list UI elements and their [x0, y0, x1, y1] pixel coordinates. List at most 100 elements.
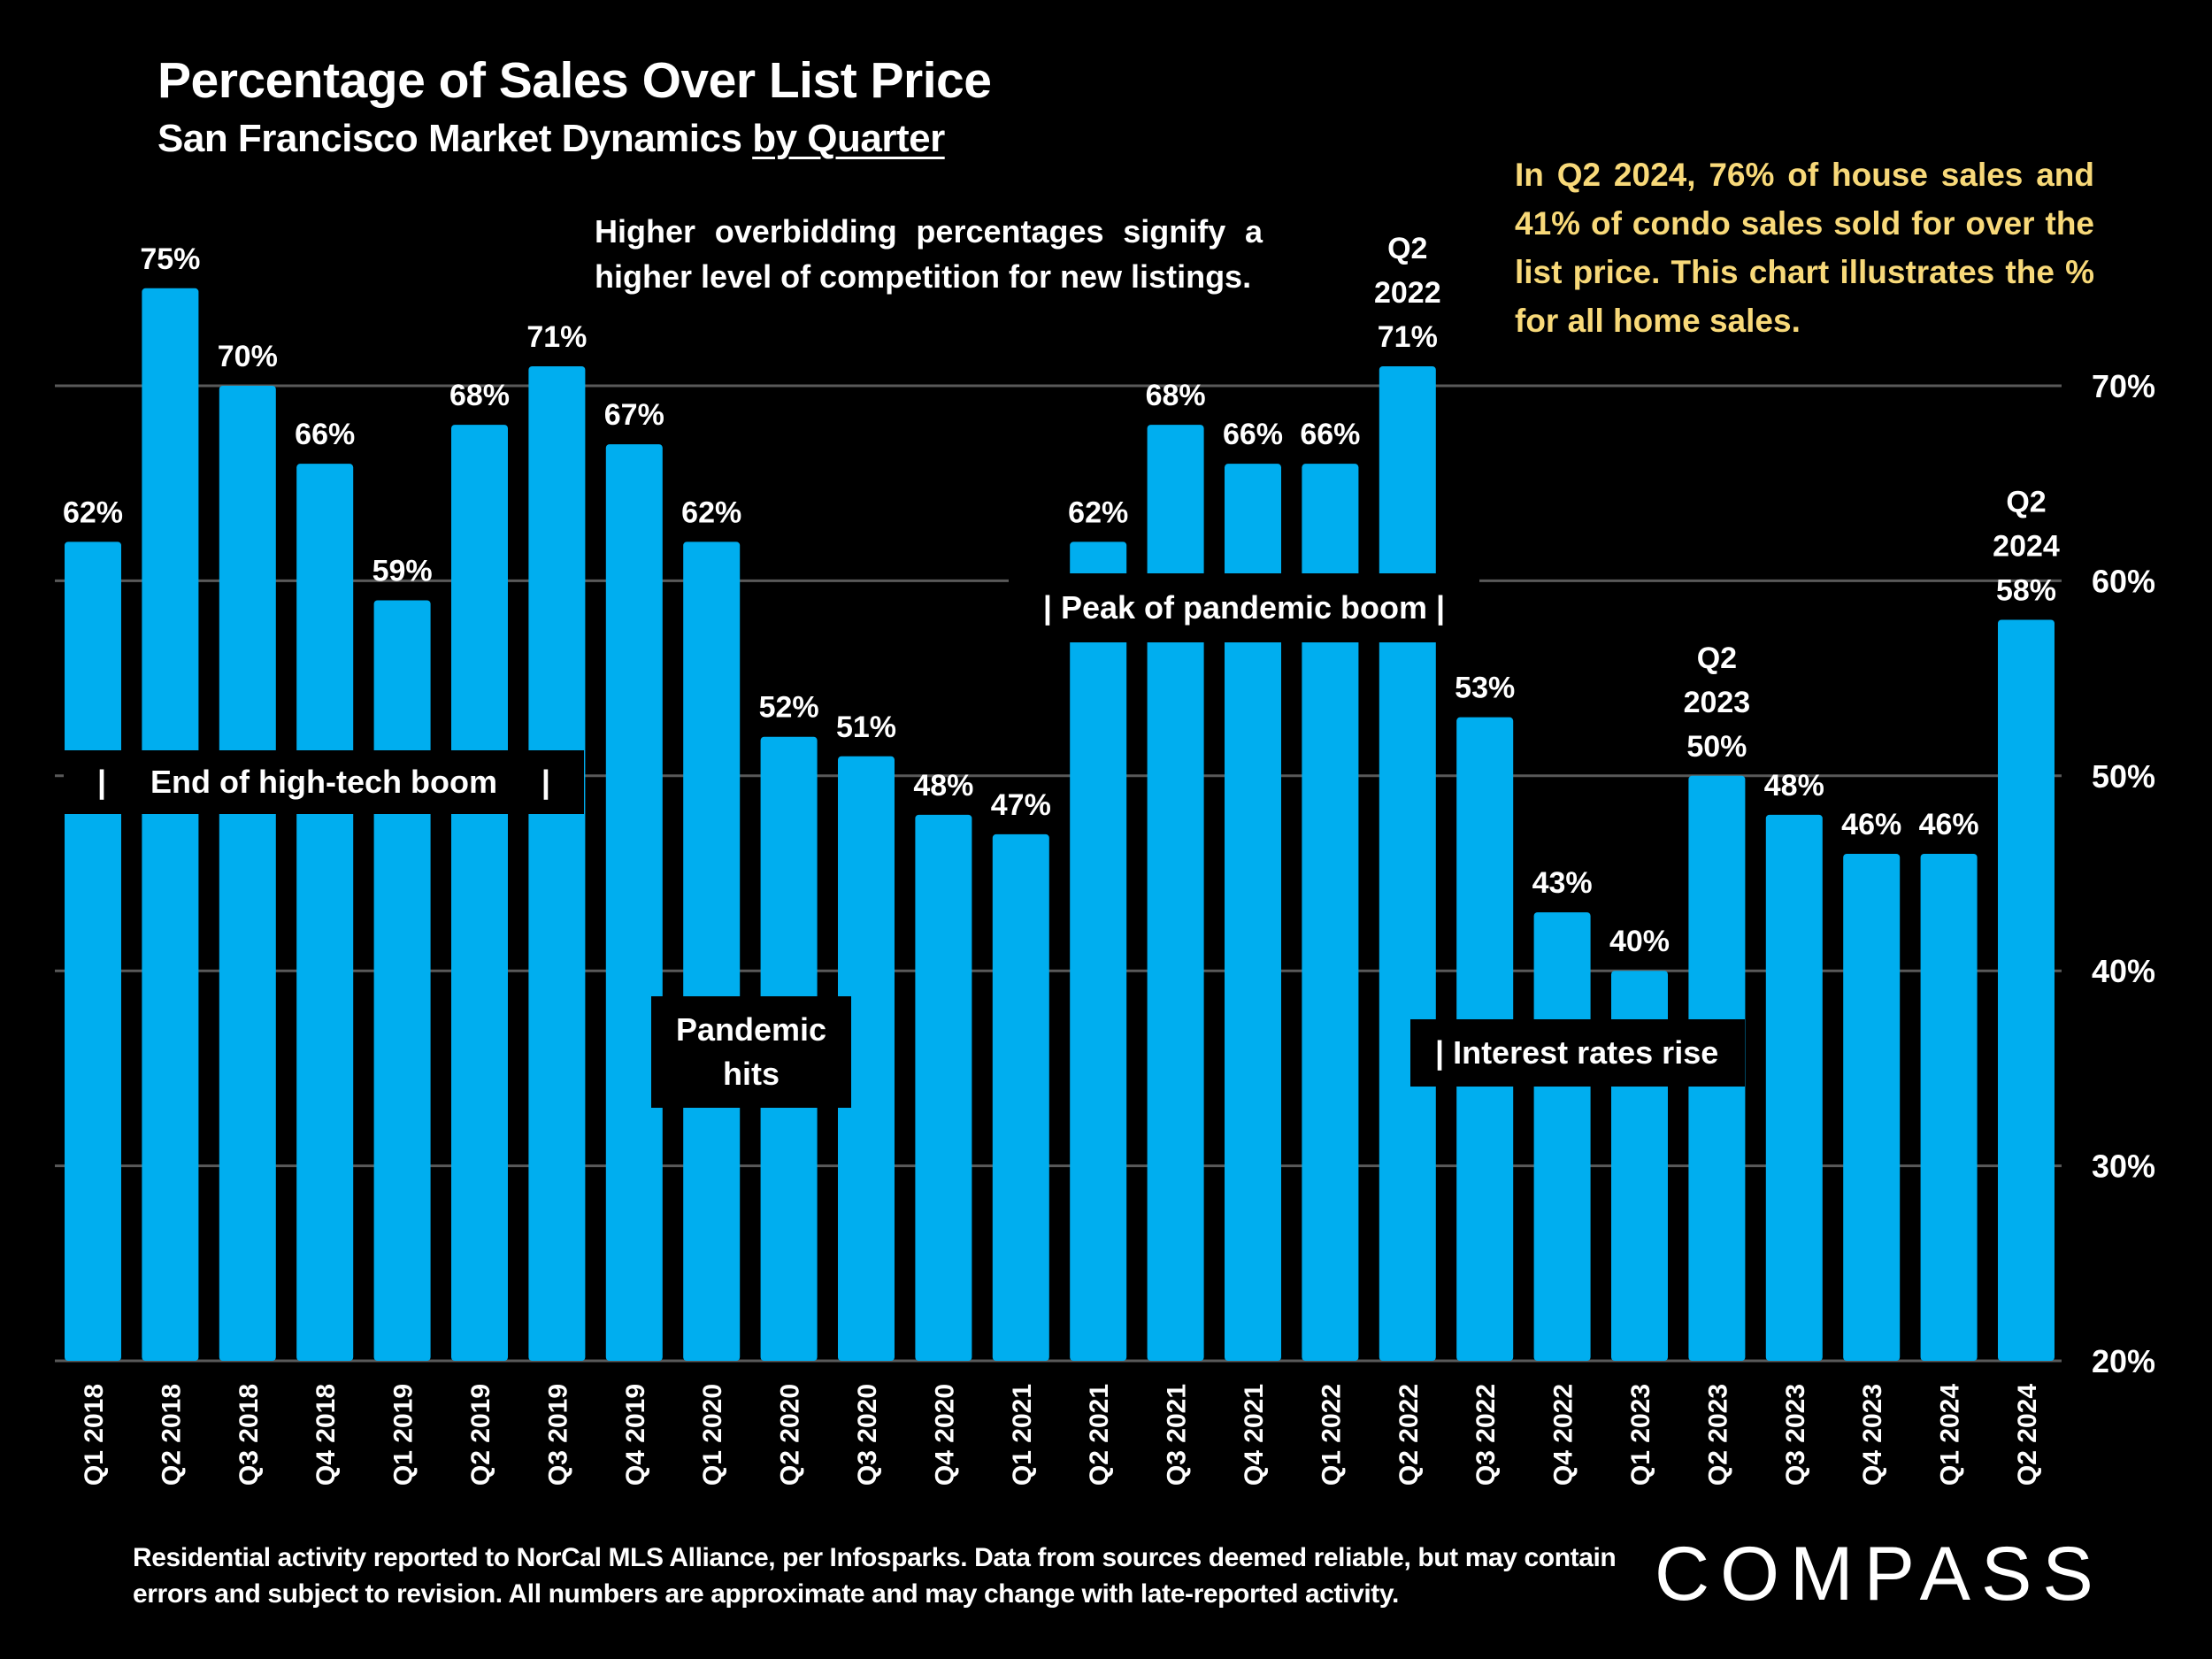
x-tick-label: Q1 2022: [1317, 1384, 1346, 1486]
x-tick-label: Q3 2021: [1163, 1384, 1192, 1486]
source-footnote: Residential activity reported to NorCal …: [133, 1543, 1617, 1609]
subtitle-text: San Francisco Market Dynamics: [157, 117, 753, 160]
explanatory-note: Higher overbidding percentages signify a…: [595, 213, 1263, 295]
annotation-bar-left: |: [97, 764, 107, 800]
x-tick-label: Q4 2018: [311, 1384, 341, 1486]
bar-q3-2023: [1765, 814, 1823, 1361]
data-label: 46%: [1919, 808, 1979, 841]
data-label: 67%: [604, 398, 664, 432]
annotation-text: | Peak of pandemic boom |: [1042, 589, 1446, 626]
x-tick-label: Q1 2021: [1008, 1384, 1037, 1486]
bar-q2-2021: [1070, 541, 1127, 1361]
annotation-text: End of high-tech boom: [150, 764, 497, 800]
x-tick-label: Q2 2021: [1085, 1384, 1114, 1486]
annotation-interest-rates: | Interest rates rise: [1410, 1019, 1745, 1087]
highlight-label: 2024: [1993, 529, 2060, 563]
y-tick-label: 20%: [2092, 1343, 2155, 1379]
bar-q2-2022: [1379, 365, 1436, 1362]
bar-q3-2021: [1147, 425, 1204, 1362]
bar-q1-2021: [992, 833, 1049, 1361]
x-tick-label: Q3 2019: [543, 1384, 572, 1486]
x-tick-label: Q2 2019: [466, 1384, 495, 1486]
y-tick-label: 70%: [2092, 368, 2155, 404]
data-label: 71%: [526, 320, 587, 354]
y-axis: 20% 30% 40% 50% 60% 70%: [2092, 368, 2155, 1379]
bar-q4-2019: [605, 444, 663, 1361]
x-tick-label: Q3 2023: [1781, 1384, 1810, 1486]
data-label: 68%: [449, 379, 510, 412]
x-tick-label: Q4 2020: [930, 1384, 959, 1486]
annotation-pandemic-peak: | Peak of pandemic boom |: [1009, 573, 1479, 642]
y-tick-label: 30%: [2092, 1148, 2155, 1185]
highlight-callout: In Q2 2024, 76% of house sales and 41% o…: [1515, 157, 2094, 339]
highlight-label: Q2: [2006, 485, 2046, 518]
data-label: 68%: [1146, 379, 1206, 412]
data-label: 58%: [1996, 573, 2056, 607]
highlight-label: Q2: [1387, 232, 1427, 265]
x-tick-label: Q4 2022: [1549, 1384, 1578, 1486]
bar-q4-2022: [1533, 912, 1591, 1361]
data-labels: 62% 75% 70% 66% 59% 68% 71% 67% 62% 52% 51% 48% 47% 6…: [63, 232, 2060, 958]
gridlines: [55, 384, 2062, 1363]
data-label: 43%: [1532, 866, 1593, 900]
data-label: 66%: [295, 418, 355, 451]
y-tick-label: 50%: [2092, 758, 2155, 795]
data-label: 48%: [1764, 769, 1824, 803]
highlight-label: Q2: [1697, 641, 1737, 675]
data-label: 53%: [1455, 672, 1515, 705]
data-label: 40%: [1609, 925, 1670, 958]
bar-q4-2023: [1843, 853, 1901, 1361]
data-label: 66%: [1300, 418, 1360, 451]
chart-subtitle: San Francisco Market Dynamics by Quarter: [157, 117, 945, 161]
highlight-label: 2022: [1374, 276, 1441, 310]
data-label: 70%: [218, 340, 278, 373]
x-tick-label: Q2 2018: [157, 1384, 186, 1486]
x-tick-label: Q3 2020: [853, 1384, 882, 1486]
annotation-line-1: Pandemic: [675, 1011, 827, 1048]
compass-logo: COMPASS: [1655, 1532, 2104, 1617]
x-tick-label: Q4 2021: [1240, 1384, 1269, 1486]
data-label: 71%: [1378, 320, 1438, 354]
annotation-bar-right: |: [541, 764, 550, 800]
data-label: 46%: [1841, 808, 1901, 841]
x-tick-label: Q1 2018: [80, 1384, 109, 1486]
bar-q1-2018: [65, 541, 121, 1361]
x-tick-label: Q1 2024: [1936, 1384, 1965, 1486]
x-tick-label: Q1 2019: [389, 1384, 419, 1486]
data-label: 51%: [836, 710, 896, 744]
bar-q1-2024: [1920, 853, 1978, 1361]
data-label: 50%: [1686, 730, 1747, 764]
x-tick-label: Q4 2023: [1858, 1384, 1887, 1486]
bar-q1-2019: [373, 600, 431, 1361]
data-label: 62%: [1068, 495, 1128, 529]
bar-q4-2021: [1225, 464, 1281, 1361]
bar-q4-2018: [296, 464, 354, 1361]
x-tick-label: Q2 2023: [1703, 1384, 1732, 1486]
x-axis: Q1 2018 Q2 2018 Q3 2018 Q4 2018 Q1 2019 Q2 20…: [80, 1384, 2042, 1486]
data-label: 62%: [681, 495, 741, 529]
x-tick-label: Q4 2019: [621, 1384, 650, 1486]
data-label: 62%: [63, 495, 123, 529]
data-label: 48%: [913, 769, 973, 803]
subtitle-underlined: by Quarter: [752, 117, 945, 160]
bar-q2-2024: [1998, 619, 2055, 1361]
annotation-pandemic-hits: Pandemic hits: [651, 996, 851, 1108]
data-label: 52%: [759, 691, 819, 725]
bar-q1-2022: [1302, 464, 1359, 1361]
x-tick-label: Q3 2022: [1471, 1384, 1501, 1486]
x-tick-label: Q2 2020: [776, 1384, 805, 1486]
y-tick-label: 40%: [2092, 953, 2155, 989]
data-label: 59%: [373, 554, 433, 588]
data-label: 66%: [1223, 418, 1283, 451]
x-tick-label: Q1 2023: [1626, 1384, 1655, 1486]
chart-title: Percentage of Sales Over List Price: [157, 52, 992, 109]
bar-q2-2019: [451, 425, 508, 1362]
bars: [65, 288, 2055, 1362]
x-tick-label: Q2 2024: [2013, 1384, 2042, 1486]
x-tick-label: Q2 2022: [1394, 1384, 1424, 1486]
bar-q4-2020: [915, 814, 972, 1361]
data-label: 75%: [140, 242, 200, 276]
bar-q2-2018: [142, 288, 199, 1361]
annotation-high-tech: | End of high-tech boom |: [64, 750, 584, 814]
data-label: 47%: [991, 788, 1051, 822]
